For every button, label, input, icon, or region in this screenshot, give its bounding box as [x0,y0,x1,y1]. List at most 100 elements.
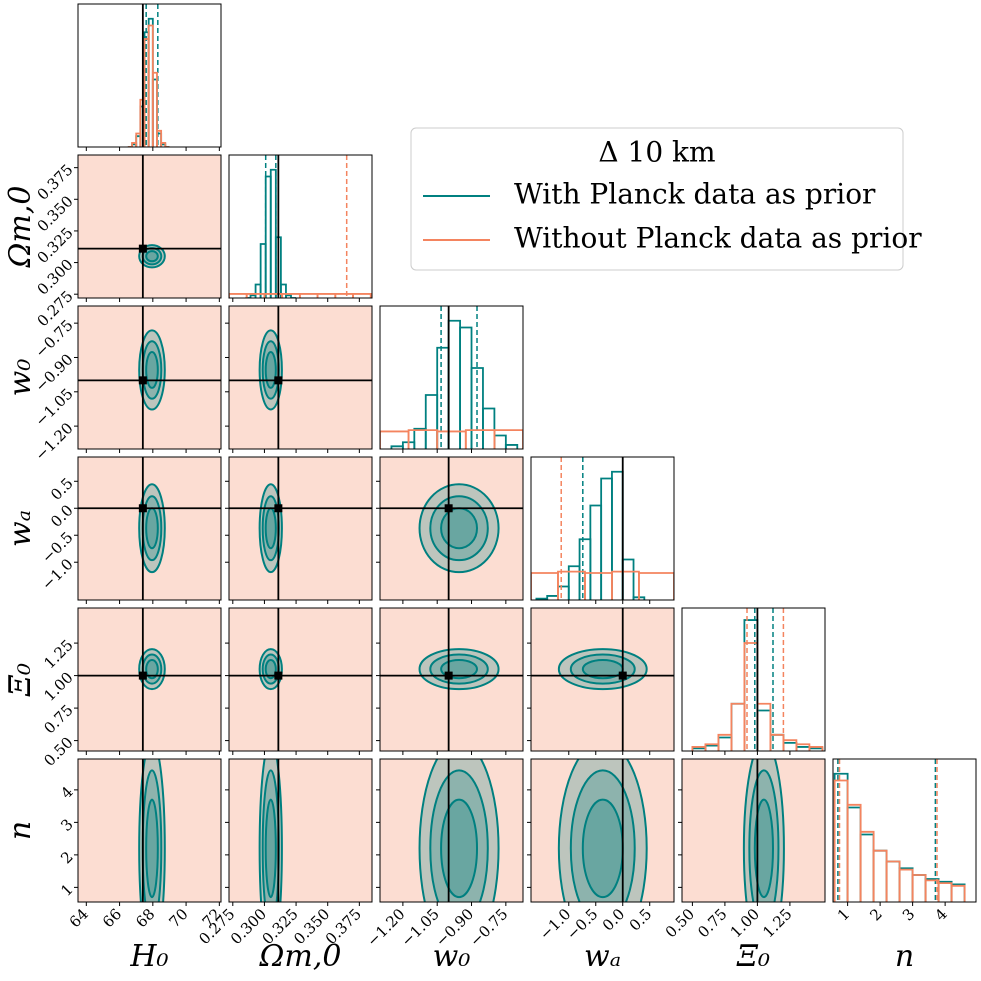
broad-posterior [229,306,372,449]
truth-point [274,504,283,513]
panel: −1.0−0.50.00.5 [38,456,222,604]
histogram-bin [911,874,927,902]
histogram-bin [782,739,798,751]
panel-frame [77,305,222,450]
contour [581,798,624,899]
broad-posterior [78,457,221,600]
y-tick-label: 0.50 [40,734,76,770]
histogram-bin [464,429,496,449]
panel-frame [77,607,222,752]
histogram-bin [447,319,461,449]
histogram-bin [846,806,862,902]
truth-point [274,671,283,680]
panel [228,154,373,302]
y-tick-label: 1.00 [40,669,76,705]
x-tick-label: 0.0 [599,905,629,935]
y-tick-label: 0.5 [47,474,77,504]
contour [145,798,159,899]
x-axis-label: w₀ [433,939,471,974]
y-tick-label: −1.05 [31,385,76,430]
histogram-bin [611,470,624,600]
histogram-bin [584,572,613,600]
panel-content [682,759,825,902]
y-tick-label: 1.25 [40,636,76,672]
histogram-bin [833,779,849,902]
x-axis-label: H₀ [129,939,168,974]
y-tick-label: 0.0 [47,501,77,531]
y-axis-label: Ωm,0 [3,186,38,269]
panel: 0.500.751.001.25 [662,758,826,941]
truth-point [138,376,147,385]
panel-content [531,759,674,902]
panel [379,305,524,453]
panel: −1.20−1.05−0.90−0.75 [363,758,524,950]
panel [681,607,826,755]
x-tick-label: 68 [132,905,158,931]
y-tick-label: 3 [57,815,76,834]
x-tick-label: 2 [866,905,885,924]
x-tick-label: 66 [99,905,125,931]
contour [440,798,479,899]
histogram-bin [546,595,559,600]
broad-posterior [531,759,674,902]
y-tick-label: −0.90 [31,350,76,395]
truth-point [444,504,453,513]
panel-frame [228,758,373,903]
contour [264,798,277,899]
contour [429,769,489,902]
panel [376,607,524,755]
histogram-bin [937,880,953,902]
panel [376,456,524,604]
x-axis-label: Ξ₀ [736,939,770,974]
x-tick-label: 0.50 [662,905,698,941]
histogram-bin [504,444,519,449]
histogram-bin [151,71,158,147]
legend-box [410,127,904,271]
panel-frame [77,758,222,903]
panel-content [78,155,221,298]
truth-point [138,671,147,680]
panel-frame [530,758,675,903]
histogram-bin [782,742,798,751]
panel-content [380,608,523,751]
x-tick-label: 64 [66,905,92,931]
panel-frame [228,456,373,601]
histogram-bin [424,394,439,449]
broad-posterior [78,306,221,449]
histogram-bin [937,882,953,902]
x-tick-label: 3 [899,905,918,924]
histogram-bin [950,884,966,902]
histogram-bin [756,709,772,751]
legend-label: Without Planck data as prior [514,222,922,255]
broad-posterior [229,759,372,902]
panel-content [229,457,372,600]
histogram-bin [730,702,746,751]
histogram-bin [316,293,337,298]
histogram-bin [611,570,640,600]
x-tick-label: 1.00 [727,905,763,941]
panel-content [229,306,372,449]
histogram-bin [589,504,603,600]
histogram-bin [911,874,927,902]
x-tick-label: −0.75 [466,905,511,950]
panel-frame [530,456,675,601]
panel-content [229,759,372,902]
panel-content [127,4,170,147]
panel-content [78,759,221,902]
x-axis-label: Ωm,0 [259,939,342,974]
contour [753,798,775,899]
contour [145,250,159,263]
truth-point [618,671,627,680]
histogram-bin [493,429,523,449]
panel-frame [228,154,373,299]
panel: −1.20−1.05−0.90−0.75 [31,305,222,464]
contour [557,759,648,902]
truth-point [444,671,453,680]
broad-posterior [78,608,221,751]
panel-frame [681,607,826,752]
histogram-bin [859,830,875,902]
y-tick-label: 1 [57,880,76,899]
histogram-bin [263,293,284,298]
